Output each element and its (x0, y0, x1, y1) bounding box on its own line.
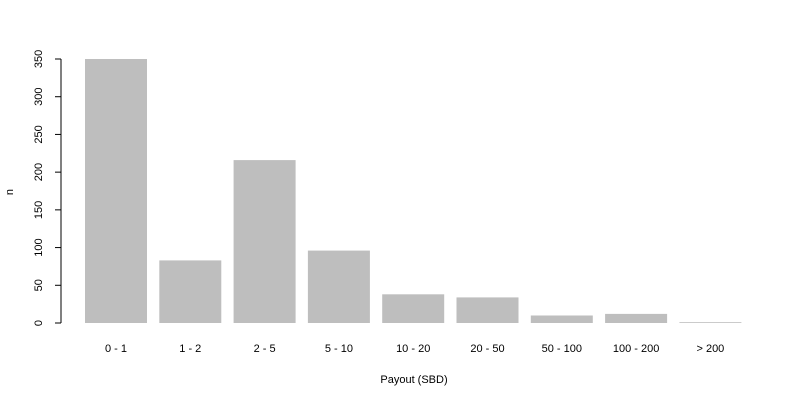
x-tick-label: 2 - 5 (254, 343, 276, 355)
x-tick-label: 1 - 2 (179, 343, 201, 355)
x-tick-label: 5 - 10 (325, 343, 353, 355)
bar-8 (679, 322, 742, 323)
bar-6 (530, 315, 593, 323)
y-tick-label: 150 (33, 201, 45, 219)
y-tick-label: 350 (33, 50, 45, 68)
x-axis-title: Payout (SBD) (380, 374, 447, 386)
bar-1 (159, 260, 222, 323)
y-axis: 0 50 100 150 200 250 300 350 (33, 50, 62, 326)
bar-4 (382, 294, 445, 323)
x-tick-label: 50 - 100 (542, 343, 582, 355)
y-tick-label: 0 (33, 320, 45, 326)
y-tick-label: 250 (33, 125, 45, 143)
bar-0 (85, 59, 147, 323)
y-tick-label: 300 (33, 88, 45, 106)
y-tick-label: 100 (33, 238, 45, 256)
x-tick-label: 20 - 50 (470, 343, 504, 355)
y-tick-label: 50 (33, 279, 45, 291)
x-tick-label: 100 - 200 (613, 343, 659, 355)
bar-2 (233, 160, 296, 323)
x-axis-labels: 0 - 1 1 - 2 2 - 5 5 - 10 10 - 20 20 - 50 50 - … (105, 343, 724, 355)
y-tick-label: 200 (33, 163, 45, 181)
x-tick-label: 0 - 1 (105, 343, 127, 355)
bar-5 (456, 297, 519, 323)
x-tick-label: > 200 (696, 343, 724, 355)
bar-7 (605, 313, 668, 323)
y-axis-title: n (4, 189, 16, 195)
x-tick-label: 10 - 20 (396, 343, 430, 355)
bar-3 (307, 250, 370, 323)
bars-group (85, 59, 742, 323)
